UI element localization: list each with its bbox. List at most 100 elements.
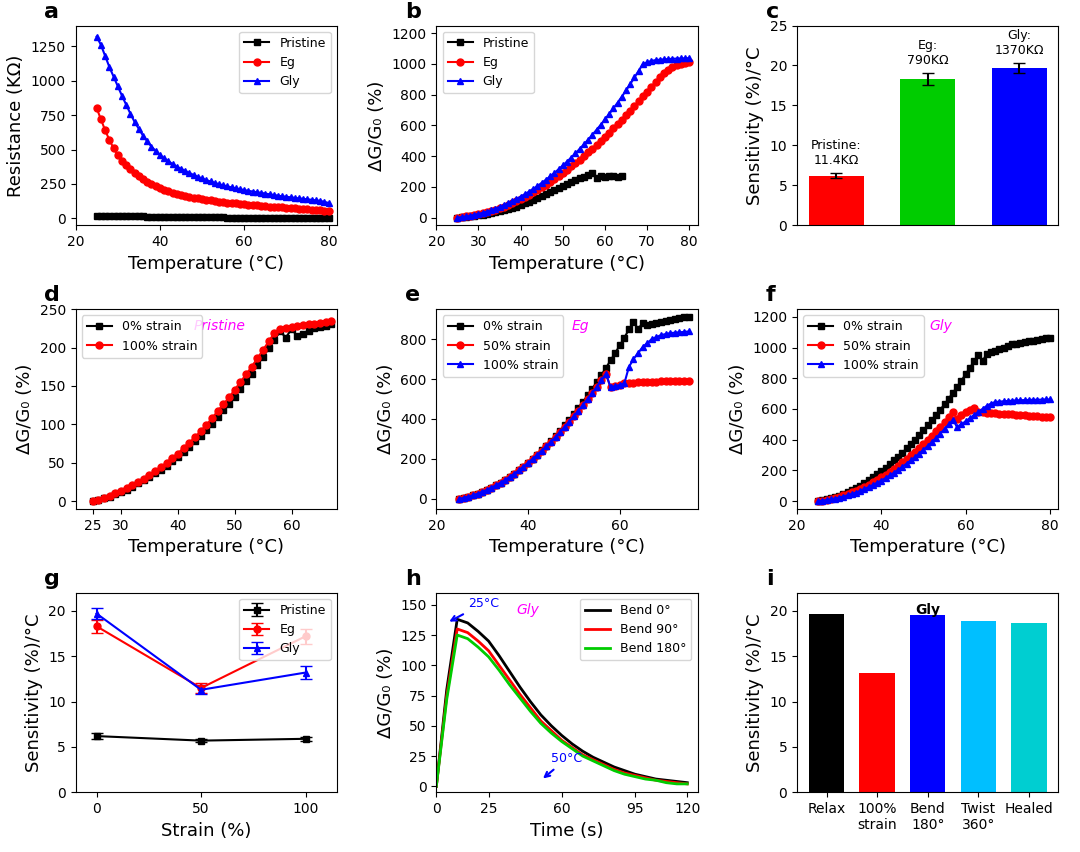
X-axis label: Temperature (°C): Temperature (°C)	[129, 255, 284, 273]
Gly	[451, 212, 464, 222]
100% strain	[228, 384, 241, 394]
Line: 0% strain: 0% strain	[90, 321, 335, 504]
Text: Gly: Gly	[516, 602, 539, 617]
Line: Pristine: Pristine	[93, 212, 332, 222]
Legend: Pristine, Eg, Gly: Pristine, Eg, Gly	[443, 32, 534, 94]
Eg	[175, 190, 188, 200]
Y-axis label: Sensitivity (%)/°C: Sensitivity (%)/°C	[746, 46, 765, 204]
Line: Eg: Eg	[93, 105, 332, 215]
Pristine	[585, 168, 598, 178]
50% strain	[609, 381, 622, 391]
100% strain	[604, 383, 617, 393]
Eg	[91, 103, 104, 113]
Bend 90°	[482, 646, 495, 656]
100% strain	[291, 321, 303, 331]
100% strain	[177, 443, 190, 453]
0% strain	[212, 412, 225, 423]
Eg	[582, 147, 595, 158]
Eg	[221, 198, 234, 208]
Pristine	[523, 197, 536, 207]
0% strain	[313, 322, 326, 332]
Bend 90°	[608, 764, 621, 774]
Legend: 0% strain, 50% strain, 100% strain: 0% strain, 50% strain, 100% strain	[443, 315, 563, 377]
Pristine	[451, 212, 464, 222]
Line: 0% strain: 0% strain	[456, 314, 692, 503]
Bend 90°	[450, 624, 463, 634]
0% strain	[683, 312, 696, 322]
100% strain	[109, 488, 122, 498]
0% strain	[262, 343, 275, 354]
X-axis label: Temperature (°C): Temperature (°C)	[489, 255, 645, 273]
Line: Gly: Gly	[454, 55, 692, 221]
Bend 90°	[649, 775, 662, 786]
50% strain	[677, 376, 690, 386]
Text: e: e	[405, 285, 420, 305]
50% strain	[955, 410, 968, 420]
0% strain	[943, 394, 956, 404]
Bend 180°	[680, 779, 693, 789]
Pristine	[594, 171, 607, 181]
100% strain	[194, 426, 207, 436]
Pristine	[94, 210, 107, 221]
50% strain	[526, 454, 539, 464]
100% strain	[815, 496, 828, 506]
100% strain	[188, 432, 201, 442]
Gly	[175, 164, 188, 174]
100% strain	[172, 448, 185, 458]
100% strain	[963, 413, 976, 423]
Pristine	[582, 170, 595, 180]
Pristine	[539, 189, 552, 199]
Bend 180°	[513, 693, 526, 703]
Bend 90°	[660, 776, 673, 786]
Pristine	[485, 208, 498, 218]
50% strain	[453, 493, 465, 504]
Pristine	[221, 212, 234, 222]
0% strain	[273, 326, 286, 337]
Line: Bend 0°: Bend 0°	[436, 619, 687, 786]
Bend 90°	[430, 781, 443, 792]
Text: h: h	[405, 568, 421, 589]
Bend 180°	[524, 706, 537, 717]
Legend: Bend 0°, Bend 90°, Bend 180°: Bend 0°, Bend 90°, Bend 180°	[580, 599, 691, 660]
Bend 90°	[441, 690, 454, 700]
Y-axis label: Sensitivity (%)/°C: Sensitivity (%)/°C	[25, 613, 43, 772]
0% strain	[205, 418, 218, 429]
0% strain	[604, 355, 617, 366]
Bend 90°	[566, 742, 579, 752]
0% strain	[453, 493, 465, 504]
50% strain	[963, 405, 976, 415]
Bend 90°	[618, 768, 631, 778]
Text: Pristine: Pristine	[193, 320, 245, 333]
0% strain	[280, 332, 293, 343]
50% strain	[599, 369, 612, 379]
100% strain	[257, 345, 270, 355]
0% strain	[149, 469, 162, 479]
Pristine	[91, 210, 104, 221]
Bend 90°	[555, 735, 568, 746]
100% strain	[262, 337, 275, 347]
0% strain	[1043, 332, 1056, 343]
Bend 0°	[660, 775, 673, 786]
Bar	[860, 672, 895, 792]
Pristine	[556, 181, 569, 192]
Gly	[594, 119, 607, 130]
Bend 180°	[450, 630, 463, 640]
Bend 0°	[472, 626, 485, 636]
100% strain	[92, 494, 105, 504]
Gly	[221, 181, 234, 192]
Y-axis label: ΔG/G₀ (%): ΔG/G₀ (%)	[377, 648, 394, 738]
Line: Eg: Eg	[454, 59, 692, 221]
100% strain	[160, 458, 173, 468]
Pristine	[505, 203, 518, 213]
100% strain	[302, 320, 315, 330]
Gly	[536, 178, 549, 188]
Text: Eg: Eg	[571, 320, 589, 333]
Line: 100% strain: 100% strain	[814, 396, 1053, 504]
Bend 180°	[544, 728, 557, 738]
100% strain	[104, 491, 117, 501]
Bend 180°	[608, 765, 621, 775]
0% strain	[811, 496, 824, 506]
0% strain	[154, 464, 167, 475]
Eg	[233, 199, 246, 209]
Eg	[242, 199, 255, 210]
